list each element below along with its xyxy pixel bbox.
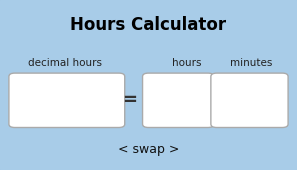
Text: Hours Calculator: Hours Calculator	[70, 16, 227, 35]
Text: =: =	[122, 91, 137, 109]
FancyBboxPatch shape	[9, 73, 125, 128]
Text: < swap >: < swap >	[118, 143, 179, 156]
FancyBboxPatch shape	[211, 73, 288, 128]
Text: hours: hours	[172, 58, 202, 68]
Text: decimal hours: decimal hours	[28, 58, 102, 68]
Text: minutes: minutes	[230, 58, 272, 68]
FancyBboxPatch shape	[143, 73, 214, 128]
